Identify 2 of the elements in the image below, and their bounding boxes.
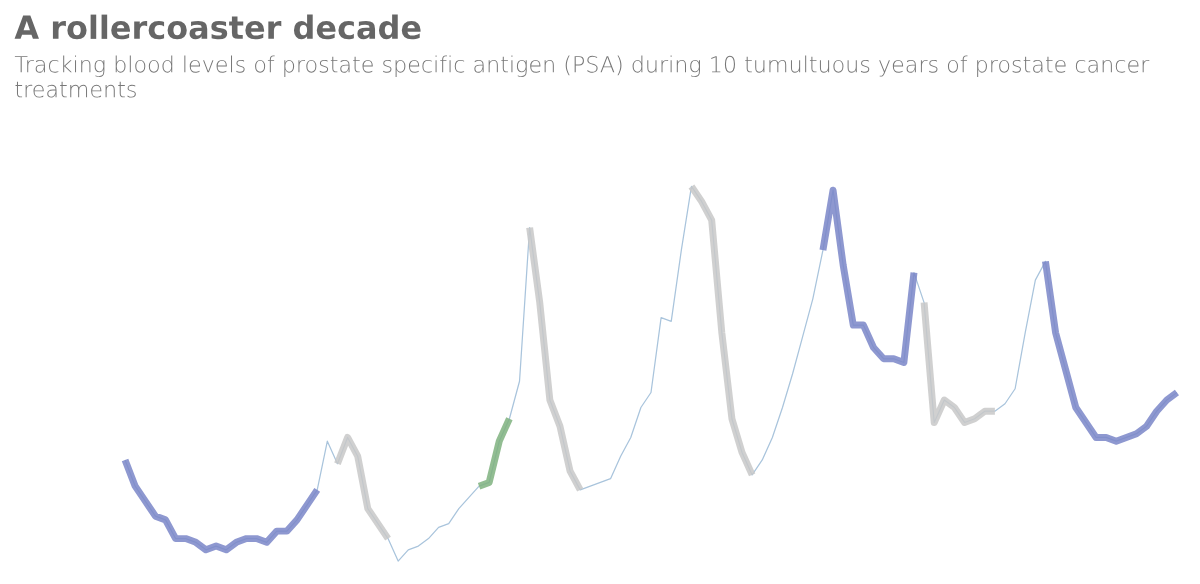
chart-title: A rollercoaster decade xyxy=(14,14,421,40)
chart-subtitle: Tracking blood levels of prostate specific antigen (PSA) during 10 tumultuous years of prostate cancer treatments xyxy=(14,55,1150,98)
